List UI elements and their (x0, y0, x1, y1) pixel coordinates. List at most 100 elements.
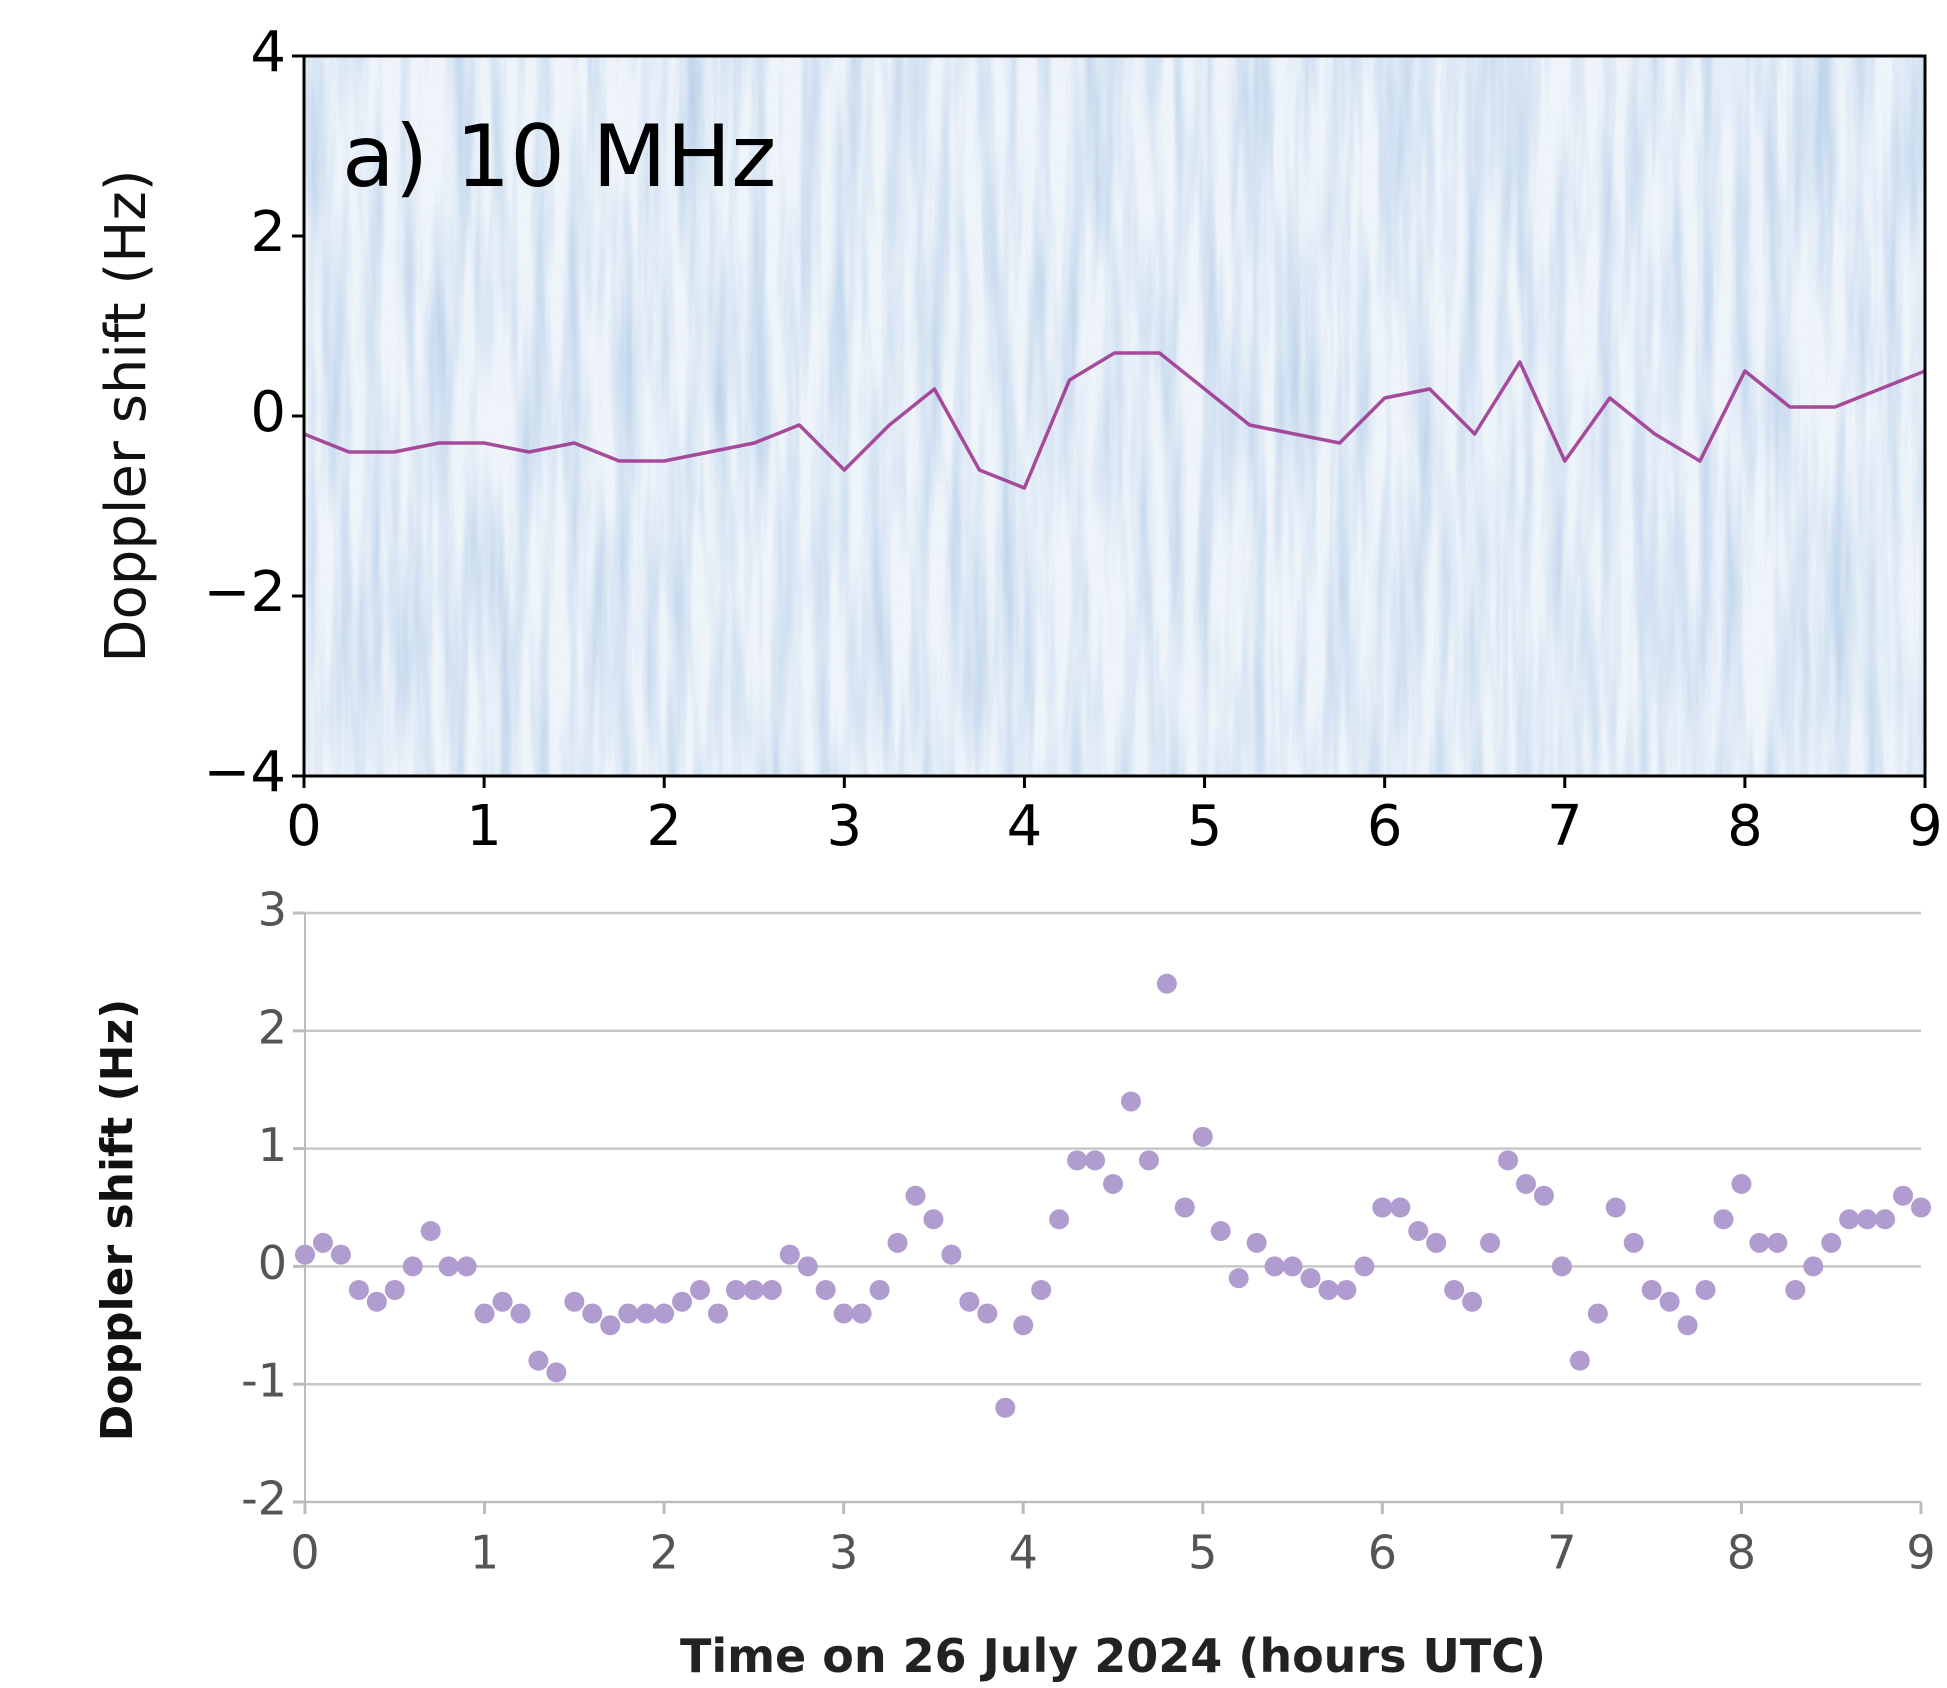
x-tick-label: 8 (1727, 1526, 1756, 1580)
data-point (1156, 973, 1177, 994)
data-point (1174, 1197, 1195, 1218)
data-point (1569, 1350, 1590, 1371)
y-tick-label: 3 (258, 883, 287, 937)
data-point (1246, 1232, 1267, 1253)
data-point (312, 1232, 333, 1253)
data-point (851, 1303, 872, 1324)
y-tick-label: −2 (203, 560, 286, 625)
data-point (1426, 1232, 1447, 1253)
y-tick-label: 2 (258, 1000, 287, 1054)
data-point (1336, 1279, 1357, 1300)
x-tick-label: 0 (286, 794, 322, 859)
data-point (1839, 1209, 1860, 1230)
data-point (1533, 1185, 1554, 1206)
y-tick-label: -2 (241, 1472, 287, 1526)
data-point (564, 1291, 585, 1312)
data-point (1408, 1221, 1429, 1242)
y-axis-label: Doppler shift (Hz) (94, 169, 159, 662)
data-point (456, 1256, 477, 1277)
data-point (1587, 1303, 1608, 1324)
data-point (1282, 1256, 1303, 1277)
data-point (1695, 1279, 1716, 1300)
data-point (1749, 1232, 1770, 1253)
data-point (1390, 1197, 1411, 1218)
data-point (402, 1256, 423, 1277)
x-tick-label: 8 (1727, 794, 1763, 859)
panel-annotation: a) 10 MHz (342, 107, 776, 207)
data-point (510, 1303, 531, 1324)
data-point (474, 1303, 495, 1324)
data-point (1767, 1232, 1788, 1253)
data-point (1480, 1232, 1501, 1253)
y-tick-label: 2 (250, 200, 286, 265)
y-tick-label: 0 (258, 1236, 287, 1290)
data-point (1462, 1291, 1483, 1312)
y-axis-label: Doppler shift (Hz) (92, 999, 143, 1441)
data-point (995, 1397, 1016, 1418)
data-point (977, 1303, 998, 1324)
x-tick-label: 5 (1188, 1526, 1217, 1580)
data-point (1605, 1197, 1626, 1218)
x-tick-label: 7 (1547, 1526, 1576, 1580)
data-point (923, 1209, 944, 1230)
data-point (1677, 1315, 1698, 1336)
data-point (779, 1244, 800, 1265)
data-point (672, 1291, 693, 1312)
x-tick-label: 2 (646, 794, 682, 859)
data-point (1444, 1279, 1465, 1300)
data-point (1210, 1221, 1231, 1242)
data-point (1857, 1209, 1878, 1230)
data-point (869, 1279, 890, 1300)
data-point (743, 1279, 764, 1300)
data-point (636, 1303, 657, 1324)
x-tick-label: 6 (1368, 1526, 1397, 1580)
data-point (1623, 1232, 1644, 1253)
data-point (1120, 1091, 1141, 1112)
spectrogram-speckle (304, 56, 1925, 776)
data-point (582, 1303, 603, 1324)
data-point (1515, 1173, 1536, 1194)
data-point (905, 1185, 926, 1206)
data-point (1264, 1256, 1285, 1277)
x-tick-label: 1 (466, 794, 502, 859)
data-point (1641, 1279, 1662, 1300)
data-point (1731, 1173, 1752, 1194)
data-point (1875, 1209, 1896, 1230)
data-point (690, 1279, 711, 1300)
x-axis-label: Time on 26 July 2024 (hours UTC) (680, 1629, 1546, 1683)
data-point (1713, 1209, 1734, 1230)
data-point (959, 1291, 980, 1312)
data-point (1821, 1232, 1842, 1253)
x-tick-label: 9 (1906, 1526, 1935, 1580)
data-point (1049, 1209, 1070, 1230)
data-point (887, 1232, 908, 1253)
data-point (420, 1221, 441, 1242)
data-point (1659, 1291, 1680, 1312)
x-tick-label: 5 (1187, 794, 1223, 859)
x-tick-label: 6 (1367, 794, 1403, 859)
data-point (1893, 1185, 1914, 1206)
y-tick-label: −4 (203, 740, 286, 805)
data-point (528, 1350, 549, 1371)
x-tick-label: 9 (1907, 794, 1943, 859)
data-point (707, 1303, 728, 1324)
data-point (1911, 1197, 1931, 1218)
x-tick-label: 3 (827, 794, 863, 859)
data-point (384, 1279, 405, 1300)
data-point (725, 1279, 746, 1300)
data-point (1372, 1197, 1393, 1218)
data-point (295, 1244, 315, 1265)
y-tick-label: -1 (241, 1354, 287, 1408)
data-point (1031, 1279, 1052, 1300)
y-tick-label: 1 (258, 1118, 287, 1172)
data-point (1803, 1256, 1824, 1277)
x-tick-label: 4 (1009, 1526, 1038, 1580)
data-point (1785, 1279, 1806, 1300)
doppler-trace (304, 351, 1925, 490)
data-point (330, 1244, 351, 1265)
data-point (1354, 1256, 1375, 1277)
data-point (1228, 1268, 1249, 1289)
data-point (618, 1303, 639, 1324)
x-tick-label: 4 (1007, 794, 1043, 859)
data-point (797, 1256, 818, 1277)
